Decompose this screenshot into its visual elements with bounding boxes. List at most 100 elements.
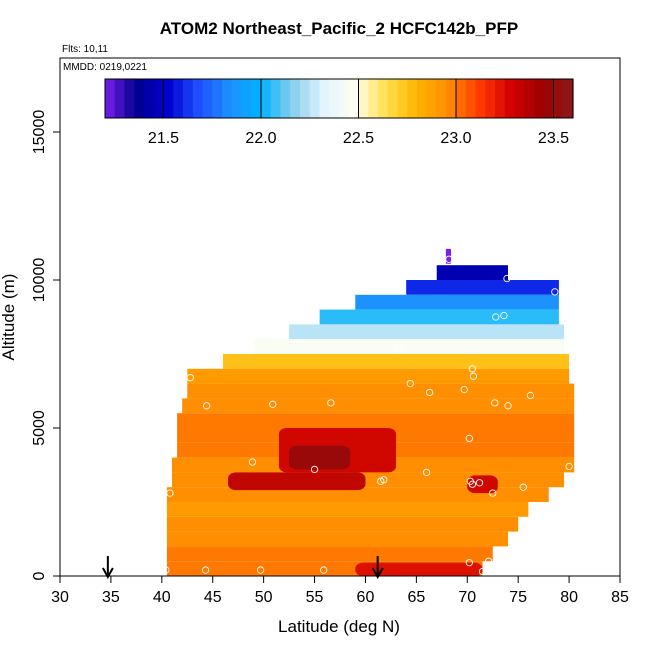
colorbar-cell: [436, 79, 447, 118]
heatmap-field: [166, 248, 575, 576]
field-band-7: [222, 354, 570, 369]
sample-point: [310, 465, 319, 474]
colorbar-cell: [124, 79, 135, 118]
colorbar-cell: [114, 79, 126, 118]
x-tick-label: 50: [255, 589, 273, 606]
colorbar-cell: [456, 79, 467, 118]
sample-points: [162, 255, 573, 576]
colorbar-cell: [358, 79, 369, 118]
colorbar-cell: [407, 79, 418, 118]
colorbar-cell: [368, 79, 379, 118]
colorbar-cell: [202, 79, 213, 118]
colorbar-cell: [163, 79, 174, 118]
sample-point: [485, 557, 493, 565]
colorbar-cell: [192, 79, 204, 118]
sample-point: [445, 255, 453, 263]
colorbar-tick-label: 21.5: [148, 130, 179, 147]
colorbar-cell: [378, 79, 389, 118]
sample-point: [526, 391, 535, 400]
field-band-5: [289, 324, 564, 340]
colorbar-cell: [134, 79, 145, 118]
colorbar-cell: [270, 79, 282, 118]
colorbar-cell: [426, 79, 438, 118]
field-band-4: [319, 309, 559, 325]
field-band-2: [406, 280, 559, 295]
field-band-3: [355, 294, 559, 310]
colorbar-cell: [144, 79, 155, 118]
colorbar-cell: [319, 79, 330, 118]
sample-point: [475, 479, 484, 487]
sample-point: [468, 365, 477, 373]
colorbar-cell: [309, 79, 321, 118]
anomaly-patch-1: [289, 445, 351, 470]
colorbar-cell: [514, 79, 525, 118]
colorbar-cell: [329, 79, 340, 118]
flights-label: Flts: 10,11: [62, 44, 108, 55]
colorbar-cell: [504, 79, 516, 118]
colorbar-cell: [231, 79, 243, 118]
colorbar-cell: [387, 79, 399, 118]
sample-point: [186, 374, 194, 382]
sample-point: [422, 468, 431, 477]
x-axis-label: Latitude (deg N): [278, 617, 400, 636]
sample-point: [269, 400, 277, 408]
field-band-6: [253, 339, 565, 354]
colorbar: 21.5 22.0 22.5 23.0 23.5: [104, 78, 574, 147]
sample-point: [202, 402, 211, 410]
dates-label: MMDD: 0219,0221: [63, 62, 147, 73]
colorbar-cell: [465, 79, 477, 118]
arrow-marker: [101, 556, 114, 580]
sample-point: [492, 313, 500, 321]
colorbar-cell: [348, 79, 360, 118]
x-tick-label: 85: [611, 589, 629, 606]
colorbar-cell: [290, 79, 301, 118]
x-tick-label: 30: [51, 589, 69, 606]
sample-point: [201, 566, 210, 574]
sample-point: [500, 311, 508, 320]
sample-point: [469, 372, 478, 380]
colorbar-tick-label: 23.0: [440, 130, 471, 147]
x-tick-label: 70: [458, 589, 476, 606]
x-tick-label: 55: [306, 589, 324, 606]
colorbar-cell: [524, 79, 535, 118]
field-band-11: [177, 413, 575, 428]
colorbar-cell: [105, 79, 116, 118]
sample-point: [565, 462, 573, 471]
colorbar-cell: [300, 79, 311, 118]
y-tick-label: 0: [31, 571, 48, 580]
x-tick-label: 40: [153, 589, 171, 606]
field-band-20: [166, 546, 493, 562]
sample-point: [468, 480, 477, 488]
colorbar-cell: [417, 79, 428, 118]
sample-point: [425, 388, 434, 397]
x-tick-label: 35: [102, 589, 120, 606]
arrow-markers: [101, 556, 384, 580]
sample-point: [489, 489, 497, 497]
sample-point: [248, 458, 257, 466]
colorbar-cell: [153, 79, 165, 118]
colorbar-cell: [173, 79, 184, 118]
colorbar-tick-label: 22.5: [343, 130, 374, 147]
chart-title: ATOM2 Northeast_Pacific_2 HCFC142b_PFP: [160, 19, 518, 38]
colorbar-cell: [280, 79, 291, 118]
sample-point: [162, 566, 170, 574]
colorbar-frame: [104, 78, 574, 119]
y-tick-label: 15000: [31, 110, 48, 155]
y-tick-label: 10000: [31, 258, 48, 303]
colorbar-cell: [446, 79, 457, 118]
field-band-19: [166, 531, 508, 547]
field-band-9: [187, 383, 575, 399]
colorbar-tick-label: 22.0: [245, 130, 276, 147]
y-tick-label: 5000: [31, 410, 48, 446]
colorbar-cell: [251, 79, 262, 118]
colorbar-cell: [261, 79, 272, 118]
field-band-10: [182, 398, 575, 414]
sample-point: [504, 402, 512, 410]
sample-point: [465, 434, 473, 443]
heatmap-anomalies: [228, 428, 498, 576]
colorbar-cell: [485, 79, 496, 118]
colorbar-cell: [339, 79, 350, 118]
field-band-18: [166, 516, 519, 532]
